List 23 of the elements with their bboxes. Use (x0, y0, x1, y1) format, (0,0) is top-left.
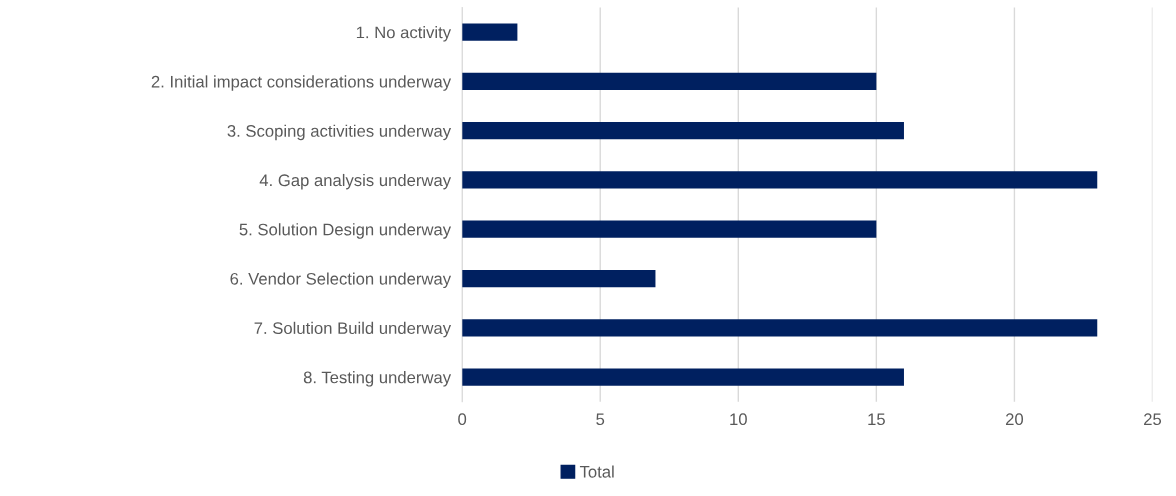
x-tick-label: 15 (868, 413, 885, 426)
y-tick-label: 1. No activity (356, 26, 452, 42)
y-tick-label: 2. Initial impact considerations underway (151, 75, 452, 91)
bar (462, 122, 904, 140)
bar (462, 171, 1098, 189)
x-tick-label: 25 (1144, 413, 1162, 426)
x-tick-label: 10 (730, 413, 747, 426)
bar (462, 220, 877, 238)
y-tick-label: 3. Scoping activities underway (227, 124, 452, 141)
y-tick-label: 6. Vendor Selection underway (230, 272, 452, 289)
y-tick-label: 4. Gap analysis underway (259, 173, 452, 190)
y-tick-label: 7. Solution Build underway (254, 321, 452, 338)
x-tick-label: 5 (596, 413, 605, 426)
bar (462, 368, 904, 386)
y-tick-label: 5. Solution Design underway (239, 223, 452, 239)
x-tick-label: 20 (1005, 413, 1024, 426)
bar (462, 319, 1098, 337)
y-tick-label: 8. Testing underway (303, 371, 452, 387)
x-tick-label: 0 (458, 413, 467, 426)
legend-label: Total (579, 465, 614, 478)
bar (462, 72, 877, 90)
bar (462, 269, 656, 288)
bar (462, 23, 518, 41)
